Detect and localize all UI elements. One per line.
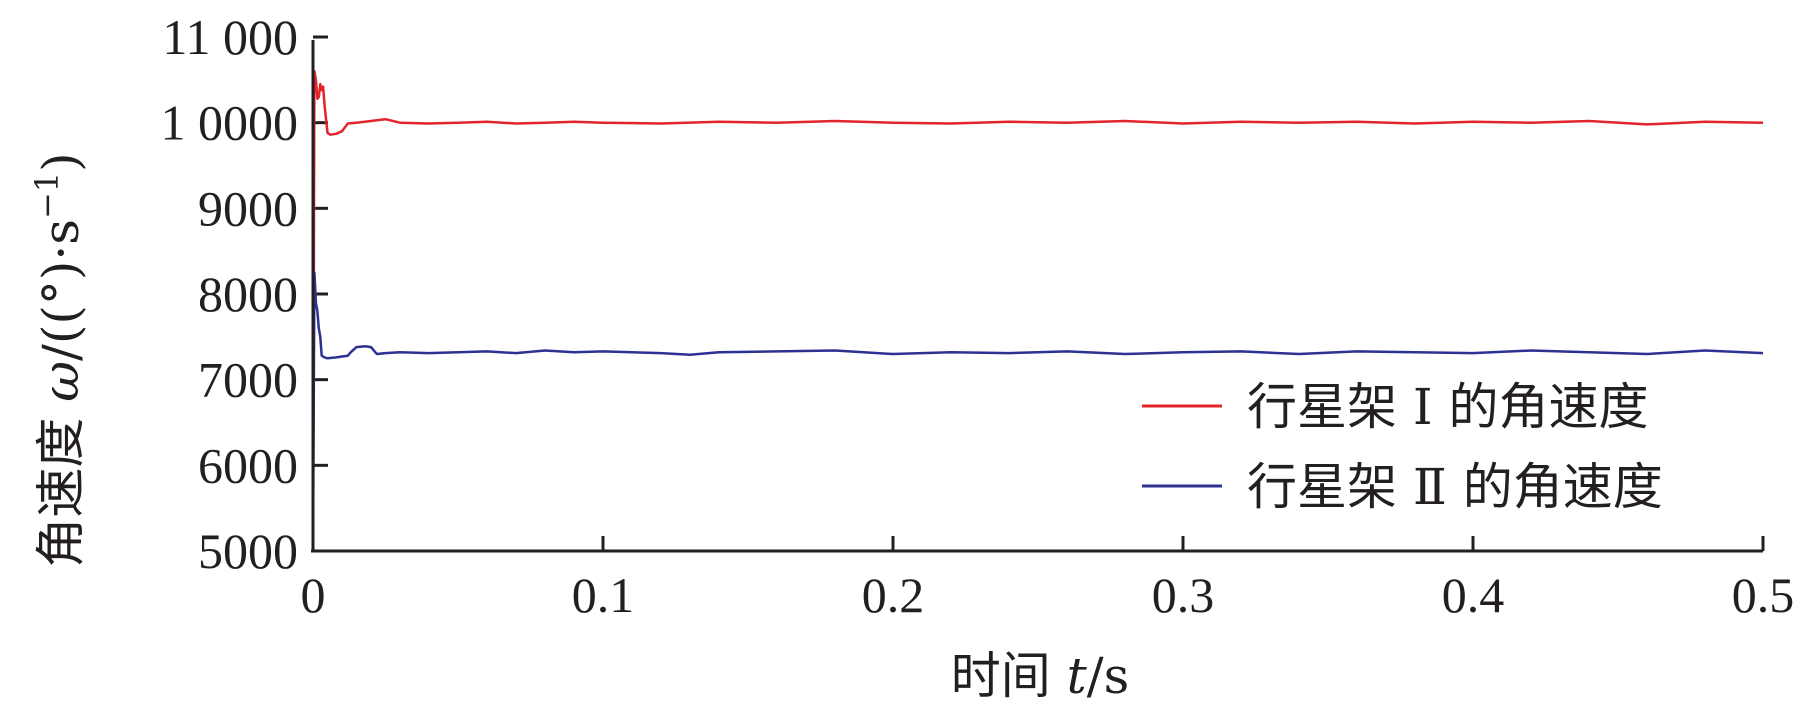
y-tick-label: 8000 [198, 266, 298, 322]
x-axis-title-unit: /s [1087, 647, 1130, 705]
series-line-1 [311, 70, 1764, 552]
legend-label-series-2: 行星架 Ⅱ 的角速度 [1247, 458, 1663, 516]
series-lines [311, 70, 1764, 552]
series-line-2 [311, 271, 1764, 552]
y-axis-title-close: ) [32, 152, 90, 172]
y-tick-label: 11 000 [162, 9, 298, 65]
x-tick-label: 0.2 [862, 567, 925, 623]
x-axis-title: 时间 t/s [951, 647, 1130, 705]
y-tick-label: 6000 [198, 437, 298, 493]
y-axis-title-exponent: −1 [28, 172, 66, 219]
axis-ticks: 0 0.1 0.2 0.3 0.4 0.5 5000 6000 7000 8000 9000 1 00… [161, 9, 1795, 623]
x-tick-label: 0.3 [1152, 567, 1215, 623]
y-axis-title-unit: /((°)·s [32, 219, 90, 361]
legend-label-series-1: 行星架 Ⅰ 的角速度 [1247, 378, 1649, 436]
x-tick-label: 0.4 [1442, 567, 1505, 623]
y-tick-label: 5000 [198, 523, 298, 579]
x-tick-label: 0.1 [572, 567, 635, 623]
legend: 行星架 Ⅰ 的角速度 行星架 Ⅱ 的角速度 [1142, 378, 1663, 516]
y-tick-label: 1 0000 [161, 95, 299, 151]
y-tick-label: 7000 [198, 352, 298, 408]
y-axis-title-variable: ω [32, 361, 90, 402]
x-tick-label: 0.5 [1732, 567, 1795, 623]
y-axis-title-prefix: 角速度 [32, 402, 90, 568]
x-axis-title-variable: t [1067, 647, 1088, 705]
x-axis-title-prefix: 时间 [951, 647, 1067, 705]
y-tick-label: 9000 [198, 180, 298, 236]
y-axis-title: 角速度 ω/((°)·s−1) [28, 152, 90, 567]
x-tick-label: 0 [301, 567, 326, 623]
